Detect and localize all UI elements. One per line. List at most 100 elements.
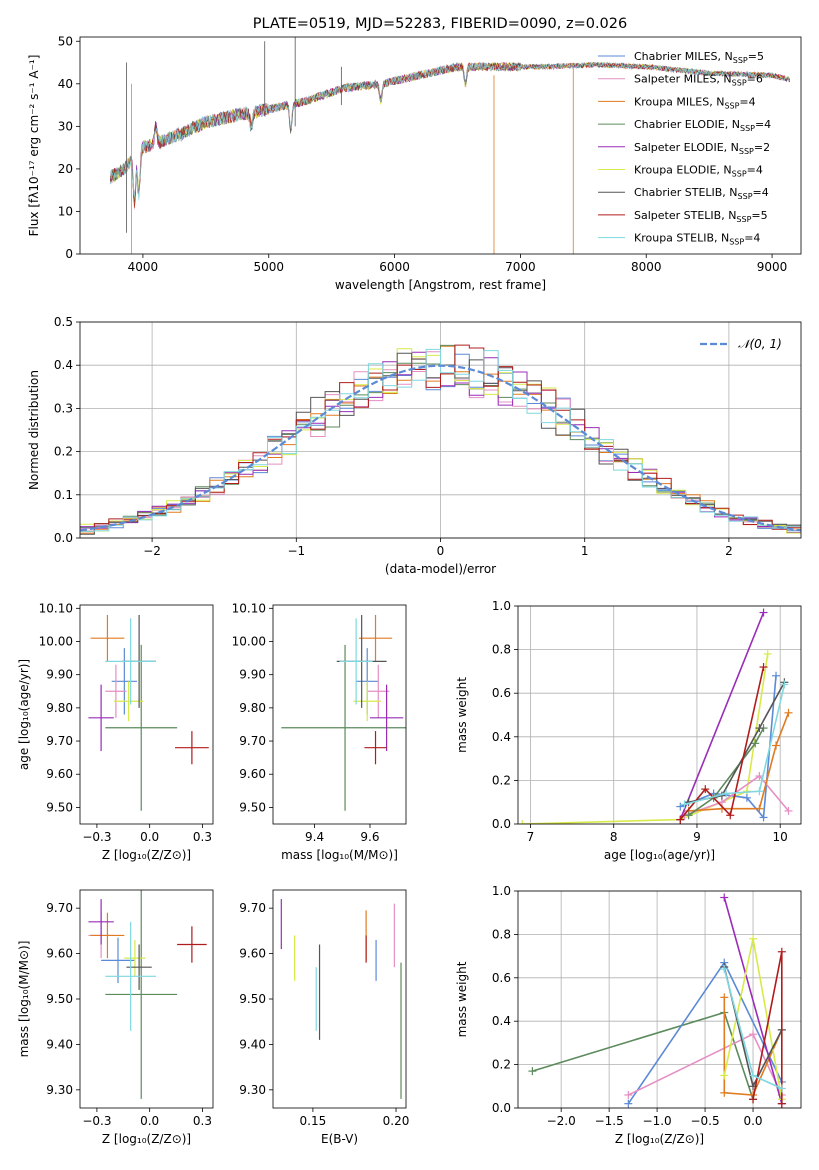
plus-marker bbox=[777, 1084, 786, 1093]
x-axis-label: (data-model)/error bbox=[385, 562, 496, 576]
x-tick-label: 10 bbox=[773, 830, 788, 844]
x-axis-label: Z [log₁₀(Z/Z⊙)] bbox=[102, 1132, 191, 1146]
x-axis-label: Z [log₁₀(Z/Z⊙)] bbox=[102, 848, 191, 862]
plus-marker bbox=[749, 1095, 758, 1104]
x-tick-label: 4000 bbox=[128, 260, 159, 274]
plus-marker bbox=[720, 993, 729, 1002]
plus-marker bbox=[784, 708, 793, 717]
point-kroupa-elodie bbox=[124, 939, 146, 977]
series-salpeter-stelib bbox=[749, 947, 786, 1108]
plus-marker bbox=[684, 811, 693, 820]
legend-item: Kroupa STELIB, NSSP=4 bbox=[598, 232, 760, 247]
y-tick-label: 9.50 bbox=[239, 800, 266, 814]
histogram-legend: 𝒩(0, 1) bbox=[700, 337, 782, 351]
x-axis-label: Z [log₁₀(Z/Z⊙)] bbox=[615, 1132, 704, 1146]
plus-marker bbox=[680, 800, 689, 809]
plus-marker bbox=[720, 965, 729, 974]
legend-label: Salpeter MILES, NSSP=6 bbox=[634, 73, 763, 88]
y-axis-label: age [log₁₀(age/yr)] bbox=[17, 659, 31, 770]
legend-label: Kroupa STELIB, NSSP=4 bbox=[634, 232, 760, 247]
legend-item: Salpeter MILES, NSSP=6 bbox=[598, 73, 763, 88]
axes-age-vs-Z: −0.3 0.0 0.3 9.50 9.60 9.70 9.80 9.90 10.00 10.10… bbox=[17, 601, 214, 862]
x-tick-label: 9.6 bbox=[360, 830, 379, 844]
plus-marker bbox=[784, 806, 793, 815]
plus-marker bbox=[749, 1071, 758, 1080]
y-tick-label: 0.2 bbox=[54, 445, 73, 459]
x-tick-label: 9 bbox=[693, 830, 701, 844]
x-tick-label: −1.0 bbox=[643, 1114, 672, 1128]
y-tick-label: 0.6 bbox=[492, 686, 511, 700]
x-tick-label: −0.3 bbox=[82, 830, 111, 844]
plus-marker bbox=[755, 804, 764, 813]
legend-label: Chabrier STELIB, NSSP=4 bbox=[634, 186, 769, 201]
plus-marker bbox=[742, 793, 751, 802]
plus-marker bbox=[701, 785, 710, 794]
x-tick-label: 0.15 bbox=[300, 1114, 327, 1128]
series-line bbox=[723, 997, 783, 1096]
plot-area-residuals bbox=[80, 344, 801, 535]
point-kroupa-elodie bbox=[353, 681, 382, 722]
series-line bbox=[679, 666, 765, 821]
plus-marker bbox=[755, 772, 764, 781]
point-salpeter-elodie bbox=[369, 684, 404, 751]
y-tick-label: 0.4 bbox=[54, 358, 73, 372]
point-salpeter-stelib bbox=[177, 926, 207, 963]
axes-frame bbox=[272, 889, 407, 1109]
point-kroupa-miles bbox=[358, 614, 393, 662]
legend-label: Chabrier ELODIE, NSSP=4 bbox=[634, 118, 771, 133]
y-tick-label: 50 bbox=[58, 34, 73, 48]
y-tick-label: 10 bbox=[58, 204, 73, 218]
y-tick-label: 9.40 bbox=[46, 1037, 73, 1051]
axes-frame bbox=[272, 604, 407, 825]
y-tick-label: 0.6 bbox=[492, 971, 511, 985]
y-tick-label: 9.70 bbox=[46, 901, 73, 915]
plus-marker bbox=[528, 1067, 537, 1076]
y-tick-label: 10.10 bbox=[39, 601, 73, 615]
legend-label: Salpeter STELIB, NSSP=5 bbox=[634, 209, 768, 224]
legend-label: Chabrier MILES, NSSP=5 bbox=[634, 50, 764, 65]
y-tick-label: 1.0 bbox=[492, 884, 511, 898]
y-tick-label: 0.0 bbox=[492, 1101, 511, 1115]
point-kroupa-stelib bbox=[105, 921, 156, 1031]
point-salpeter-stelib bbox=[364, 731, 387, 765]
x-tick-label: 0.0 bbox=[140, 1114, 159, 1128]
x-tick-label: −0.3 bbox=[82, 1114, 111, 1128]
plus-marker bbox=[720, 1088, 729, 1097]
legend-item: Kroupa ELODIE, NSSP=4 bbox=[598, 164, 763, 179]
axes-massweight-vs-Z: −2.0 −1.5 −1.0 −0.5 0.0 0.0 0.2 0.4 0.6 0.8 1.0 Z [… bbox=[455, 884, 802, 1146]
axes-massweight-vs-age: 7 8 9 10 0.0 0.2 0.4 0.6 0.8 1.0 age [log₁₀(age/yr… bbox=[455, 599, 802, 862]
plus-marker bbox=[780, 680, 789, 689]
legend-label: Salpeter ELODIE, NSSP=2 bbox=[634, 141, 770, 156]
series-line bbox=[522, 653, 769, 824]
point-salpeter-elodie bbox=[88, 684, 114, 751]
y-axis-label: Flux [fλ10⁻¹⁷ erg cm⁻² s⁻¹ A⁻¹] bbox=[27, 55, 41, 237]
y-tick-label: 10.00 bbox=[39, 635, 73, 649]
y-tick-label: 30 bbox=[58, 119, 73, 133]
plus-marker bbox=[772, 671, 781, 680]
legend-label: 𝒩(0, 1) bbox=[738, 337, 782, 351]
x-tick-label: 0 bbox=[437, 544, 445, 558]
plus-marker bbox=[624, 1090, 633, 1099]
point-kroupa-stelib bbox=[339, 618, 373, 705]
plot-area-age-vs-mass bbox=[281, 614, 406, 811]
legend-item: Salpeter STELIB, NSSP=5 bbox=[598, 209, 768, 224]
plus-marker bbox=[676, 802, 685, 811]
axes-frame bbox=[79, 36, 802, 255]
x-axis-label: wavelength [Angstrom, rest frame] bbox=[335, 278, 546, 292]
axes-spectrum: 4000 5000 6000 7000 8000 9000 0 10 20 30 40 50 wavel… bbox=[27, 34, 802, 292]
series-line bbox=[684, 774, 790, 817]
x-tick-label: 0.20 bbox=[383, 1114, 410, 1128]
y-tick-label: 40 bbox=[58, 77, 73, 91]
axes-age-vs-mass: 9.4 9.6 9.50 9.60 9.70 9.80 9.90 10.00 10.10 mass… bbox=[232, 601, 407, 862]
plus-marker bbox=[772, 741, 781, 750]
y-tick-label: 9.50 bbox=[46, 800, 73, 814]
axes-frame bbox=[79, 889, 214, 1109]
plus-marker bbox=[777, 1099, 786, 1108]
plus-marker bbox=[755, 724, 764, 733]
plus-marker bbox=[624, 1099, 633, 1108]
histogram-kroupa-stelib bbox=[80, 348, 801, 532]
series-line bbox=[684, 684, 786, 806]
series-kroupa-miles bbox=[684, 708, 793, 815]
y-tick-label: 9.60 bbox=[46, 767, 73, 781]
